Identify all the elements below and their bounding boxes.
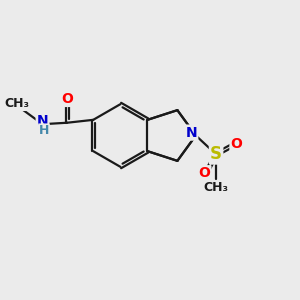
- Text: N: N: [37, 114, 48, 128]
- Text: O: O: [61, 92, 73, 106]
- Text: O: O: [199, 166, 210, 180]
- Text: CH₃: CH₃: [4, 98, 29, 110]
- Text: O: O: [230, 137, 242, 151]
- Text: N: N: [186, 126, 197, 140]
- Text: CH₃: CH₃: [204, 181, 229, 194]
- Text: S: S: [210, 145, 222, 163]
- Text: H: H: [39, 124, 49, 137]
